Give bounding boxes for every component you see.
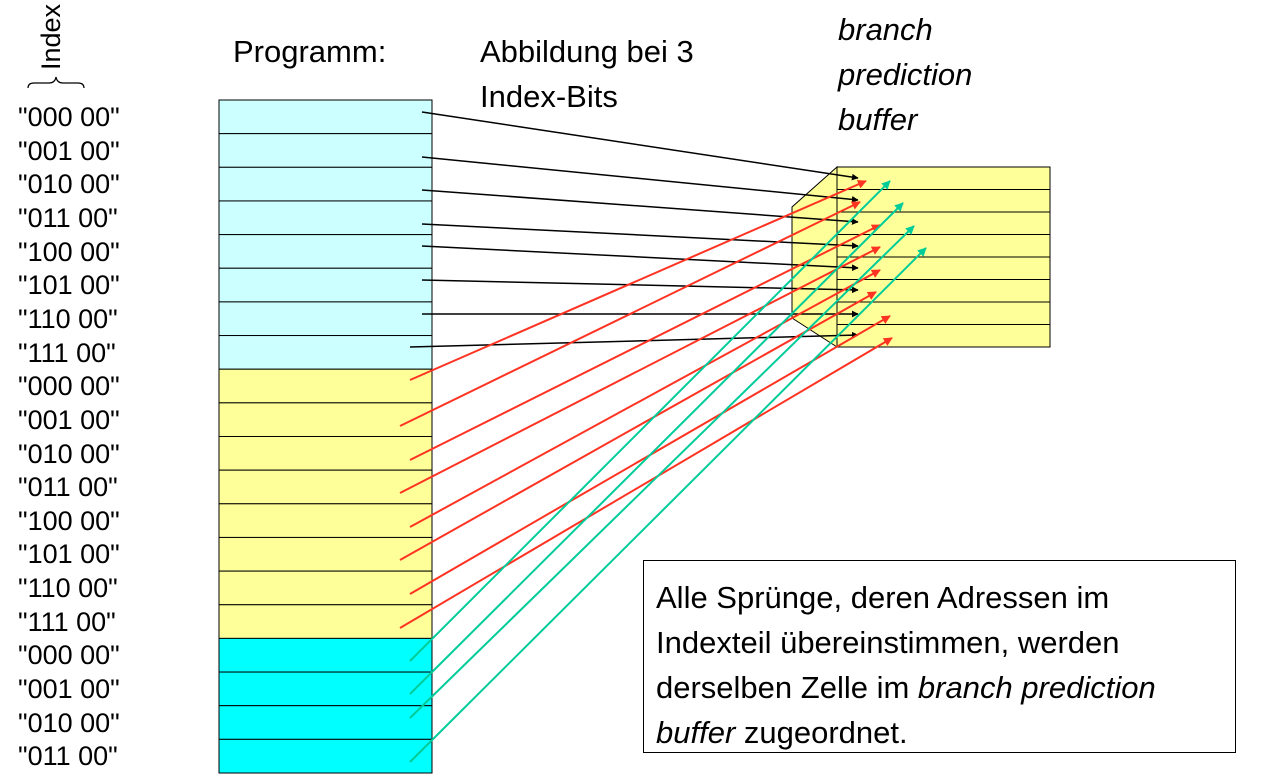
mapping-label-2: Index-Bits — [480, 79, 618, 114]
red-mapping-arrow — [399, 291, 877, 561]
red-mapping-arrow — [399, 246, 881, 494]
buffer-cell — [836, 166, 1051, 190]
program-row — [218, 604, 433, 639]
address-label: "110 00" — [18, 573, 118, 604]
address-label: "101 00" — [18, 270, 120, 301]
address-label: "001 00" — [18, 404, 120, 435]
buffer-label-2: prediction — [838, 57, 973, 92]
address-label: "111 00" — [18, 337, 116, 368]
buffer-cell — [836, 279, 1051, 303]
program-row — [218, 335, 433, 370]
red-mapping-arrow — [409, 269, 881, 528]
program-row — [218, 402, 433, 438]
address-label: "001 00" — [18, 135, 120, 166]
program-row — [218, 200, 433, 236]
teal-mapping-arrow — [409, 225, 915, 719]
buffer-label-3: buffer — [838, 102, 918, 137]
program-row — [218, 436, 433, 471]
address-label: "010 00" — [18, 707, 120, 738]
program-row — [218, 536, 433, 572]
address-label: "010 00" — [18, 169, 120, 200]
black-mapping-arrow — [421, 245, 859, 272]
teal-mapping-arrow — [409, 180, 891, 662]
red-mapping-arrow — [409, 180, 867, 381]
mapping-label-1: Abbildung bei 3 — [480, 34, 694, 69]
program-row — [218, 301, 433, 337]
address-label: "010 00" — [18, 438, 120, 469]
address-label: "001 00" — [18, 674, 120, 705]
black-mapping-arrow — [421, 156, 859, 203]
note-box: Alle Sprünge, deren Adressen im Indextei… — [643, 560, 1236, 753]
program-row — [218, 671, 433, 707]
red-mapping-arrow — [409, 224, 881, 461]
address-label: "110 00" — [18, 303, 118, 334]
program-row — [218, 503, 433, 538]
black-mapping-arrow — [409, 331, 859, 348]
address-label: "000 00" — [18, 102, 120, 132]
black-mapping-arrow — [421, 223, 859, 250]
red-mapping-arrow — [399, 337, 893, 629]
teal-mapping-arrow — [409, 247, 927, 763]
teal-mapping-arrow — [409, 202, 904, 695]
black-mapping-arrow — [421, 111, 859, 181]
program-row — [218, 368, 433, 404]
address-label: "011 00" — [18, 472, 118, 503]
program-row — [218, 637, 433, 673]
address-label: "100 00" — [18, 236, 120, 267]
program-row — [218, 267, 433, 303]
buffer-label-1: branch — [838, 12, 933, 47]
note-text-1: Alle Sprünge, deren Adressen im Indextei… — [656, 580, 1120, 705]
program-row — [218, 133, 433, 168]
address-label: "000 00" — [18, 640, 120, 671]
program-row — [218, 469, 433, 505]
program-row — [218, 166, 433, 202]
note-text-italic: branch prediction buffer — [656, 670, 1156, 750]
program-row — [218, 234, 433, 269]
address-label: "011 00" — [18, 741, 118, 772]
program-row — [218, 705, 433, 740]
program-row — [218, 738, 433, 774]
address-label: "000 00" — [18, 371, 120, 402]
address-label: "111 00" — [18, 606, 116, 637]
program-row — [218, 99, 433, 135]
program-row — [218, 570, 433, 606]
index-brace — [27, 76, 85, 89]
address-label: "101 00" — [18, 539, 120, 570]
program-label: Programm: — [233, 34, 387, 69]
address-label: "100 00" — [18, 505, 120, 536]
red-mapping-arrow — [399, 201, 861, 427]
address-label: "011 00" — [18, 202, 118, 233]
note-text-2: zugeordnet. — [735, 715, 908, 750]
black-mapping-arrow — [421, 279, 859, 294]
